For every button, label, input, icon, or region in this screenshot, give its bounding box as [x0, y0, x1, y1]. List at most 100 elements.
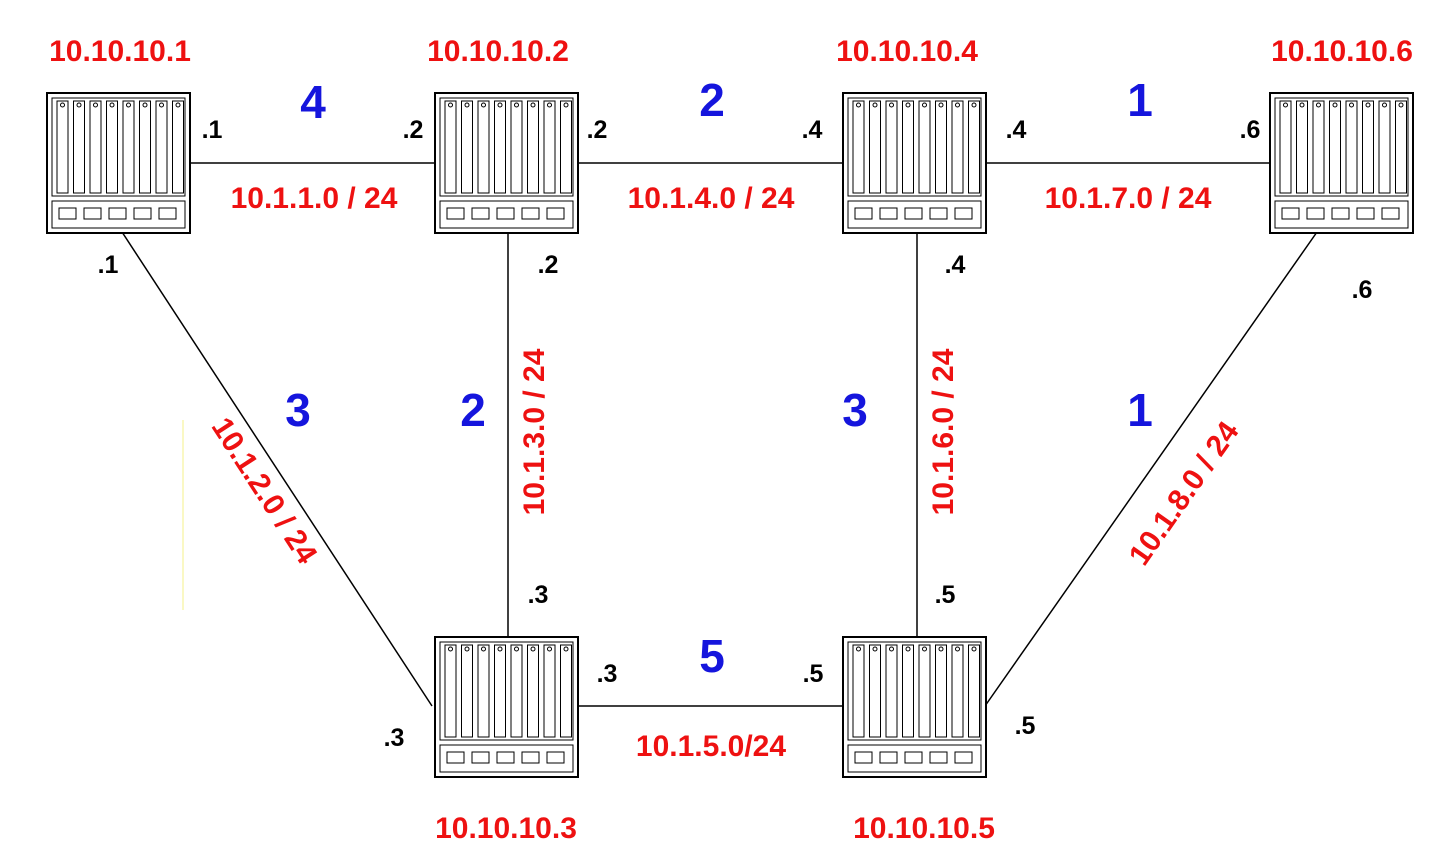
iface-label-l1-a: .1	[202, 116, 223, 144]
router-card-led	[971, 102, 977, 108]
iface-label-l6-b: .5	[935, 581, 956, 609]
router-card	[560, 644, 572, 738]
router-card	[1296, 100, 1308, 194]
router-card-led	[563, 646, 569, 652]
router-card	[527, 644, 539, 738]
router-card-led	[547, 102, 552, 108]
router-card-led	[1365, 102, 1371, 108]
router-card	[560, 100, 572, 194]
router-port	[108, 207, 127, 220]
router-port	[1381, 207, 1400, 220]
router-name-r5: 10.10.10.5	[853, 812, 995, 845]
router-card	[543, 644, 556, 738]
router-card-led	[955, 646, 960, 652]
router-card	[968, 644, 980, 738]
router-port	[954, 751, 973, 764]
router-card	[494, 100, 506, 194]
router-card	[139, 100, 151, 194]
router-port	[1306, 207, 1325, 220]
router-card	[172, 100, 184, 194]
router-10-10-10-3[interactable]	[434, 636, 579, 778]
router-card-led	[905, 646, 911, 652]
interface-labels: .1 .2 .2 .4 .4 .6 .1 .3 .2 .3 .4 .5 .6 .…	[98, 116, 1373, 752]
link-10-1-2-0	[121, 231, 433, 707]
subnet-labels: 10.1.1.0 / 24 10.1.4.0 / 24 10.1.7.0 / 2…	[205, 182, 1246, 763]
router-10-10-10-4[interactable]	[842, 92, 987, 234]
router-card-led	[481, 102, 486, 108]
router-card	[1395, 100, 1407, 194]
router-card-led	[1398, 102, 1404, 108]
router-card	[510, 100, 523, 194]
router-port	[1331, 207, 1350, 220]
router-port-panel	[847, 200, 982, 229]
subnet-label-l1: 10.1.1.0 / 24	[231, 182, 398, 215]
router-10-10-10-1[interactable]	[46, 92, 191, 234]
router-card-led	[448, 102, 453, 108]
router-card	[1329, 100, 1341, 194]
cost-label-l3: 2	[460, 384, 486, 436]
router-card	[1312, 100, 1325, 194]
router-card	[918, 644, 931, 738]
cost-label-l4: 2	[699, 74, 725, 126]
router-port	[1281, 207, 1300, 220]
iface-label-l4-b: .4	[802, 116, 823, 144]
link-10-1-8-0	[984, 231, 1318, 707]
router-card-led	[464, 102, 470, 108]
router-card	[477, 100, 490, 194]
router-port	[1356, 207, 1375, 220]
router-card-led	[955, 102, 960, 108]
router-card	[510, 644, 523, 738]
router-card-led	[60, 102, 65, 108]
router-port-panel	[847, 744, 982, 773]
router-10-10-10-2[interactable]	[434, 92, 579, 234]
cost-label-l5: 5	[699, 630, 725, 682]
router-card-led	[563, 102, 569, 108]
iface-label-l7-a: .4	[1006, 116, 1027, 144]
router-card-led	[889, 646, 894, 652]
router-card-led	[514, 646, 519, 652]
router-card	[122, 100, 135, 194]
router-card-led	[922, 102, 927, 108]
router-card-bay	[847, 97, 982, 197]
iface-label-l7-b: .6	[1240, 116, 1261, 144]
router-card-led	[872, 646, 878, 652]
router-port	[158, 207, 177, 220]
router-port	[471, 207, 490, 220]
router-card	[543, 100, 556, 194]
router-card-led	[905, 102, 911, 108]
router-card	[869, 644, 881, 738]
router-card-led	[1349, 102, 1354, 108]
routers	[46, 92, 1414, 778]
router-card-led	[872, 102, 878, 108]
router-10-10-10-6[interactable]	[1269, 92, 1414, 234]
router-card	[918, 100, 931, 194]
router-port	[854, 207, 873, 220]
router-card-led	[971, 646, 977, 652]
router-card	[885, 100, 898, 194]
router-card	[951, 100, 964, 194]
router-card	[935, 644, 947, 738]
router-port	[879, 207, 898, 220]
router-card-led	[1283, 102, 1288, 108]
router-name-r6: 10.10.10.6	[1271, 35, 1413, 68]
router-port	[929, 207, 948, 220]
router-card	[852, 644, 865, 738]
router-name-r1: 10.10.10.1	[49, 35, 191, 68]
router-port-panel	[439, 200, 574, 229]
router-card	[444, 100, 457, 194]
router-card	[852, 100, 865, 194]
router-card-led	[109, 102, 115, 108]
router-card-led	[497, 646, 503, 652]
router-card-bay	[1274, 97, 1409, 197]
router-port	[904, 751, 923, 764]
router-card	[935, 100, 947, 194]
router-port	[133, 207, 152, 220]
router-port	[954, 207, 973, 220]
iface-label-l8-a: .6	[1352, 276, 1373, 304]
router-card-led	[76, 102, 82, 108]
router-10-10-10-5[interactable]	[842, 636, 987, 778]
router-card-led	[938, 102, 944, 108]
router-card	[494, 644, 506, 738]
router-card	[902, 644, 914, 738]
router-card	[1362, 100, 1374, 194]
